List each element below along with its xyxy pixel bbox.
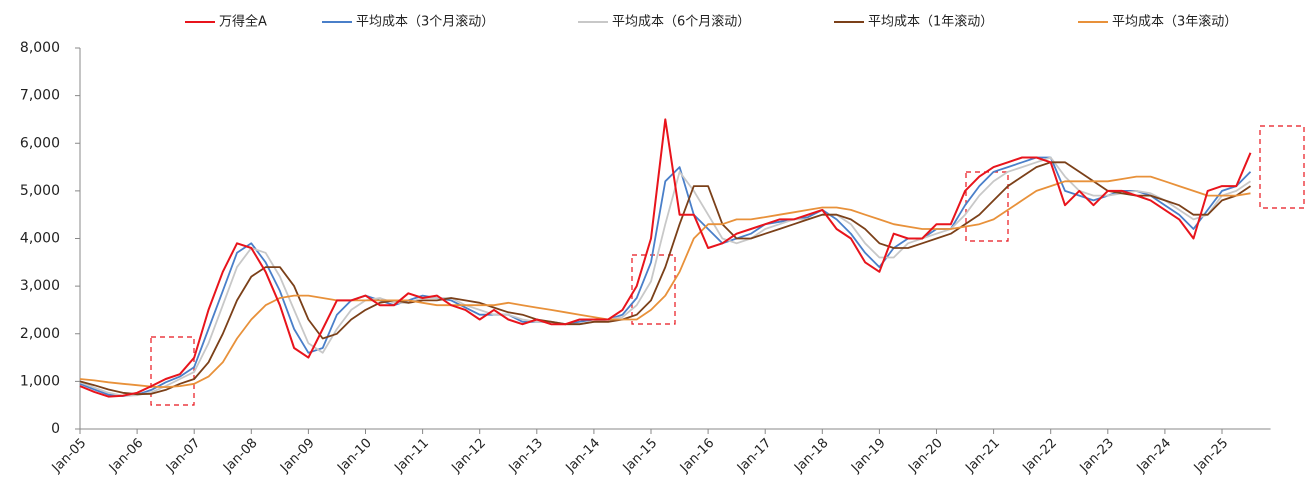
- x-tick-label: Jan-22: [1019, 436, 1060, 477]
- x-tick-label: Jan-07: [163, 436, 204, 477]
- x-tick-label: Jan-20: [905, 436, 946, 477]
- x-tick-label: Jan-23: [1077, 436, 1118, 477]
- legend-label: 平均成本（1年滚动）: [868, 14, 993, 30]
- y-tick-label: 7,000: [20, 88, 60, 104]
- series-line: [79, 161, 1252, 396]
- series-line: [79, 118, 1252, 398]
- y-tick-label: 6,000: [20, 135, 60, 151]
- x-tick-label: Jan-06: [106, 436, 147, 477]
- y-tick-label: 3,000: [20, 278, 60, 294]
- legend-label: 平均成本（3年滚动）: [1112, 14, 1237, 30]
- x-tick-label: Jan-16: [677, 436, 718, 477]
- y-tick-label: 2,000: [20, 326, 60, 342]
- highlight-box: [631, 254, 676, 325]
- x-tick-label: Jan-15: [620, 436, 661, 477]
- legend: 万得全A 平均成本（3个月滚动） 平均成本（6个月滚动） 平均成本（1年滚动） 平均成本…: [185, 14, 1237, 30]
- x-tick-label: Jan-11: [391, 436, 432, 477]
- x-tick-label: Jan-10: [334, 436, 375, 477]
- y-tick-label: 0: [51, 421, 60, 437]
- x-tick-label: Jan-18: [791, 436, 832, 477]
- y-tick-label: 5,000: [20, 183, 60, 199]
- y-tick-label: 8,000: [20, 40, 60, 56]
- series-line: [79, 156, 1252, 397]
- x-tick-label: Jan-19: [848, 436, 889, 477]
- legend-label: 平均成本（3个月滚动）: [356, 14, 494, 30]
- legend-label: 万得全A: [219, 14, 267, 30]
- series-line: [79, 175, 1251, 388]
- x-tick-label: Jan-13: [506, 436, 547, 477]
- y-tick-label: 1,000: [20, 373, 60, 389]
- x-tick-label: Jan-25: [1191, 436, 1232, 477]
- x-tick-label: Jan-05: [49, 436, 90, 477]
- x-tick-label: Jan-17: [734, 436, 775, 477]
- x-tick-label: Jan-12: [448, 436, 489, 477]
- series-line: [79, 156, 1252, 397]
- highlight-boxes: [150, 125, 1305, 406]
- legend-label: 平均成本（6个月滚动）: [612, 14, 750, 30]
- x-tick-label: Jan-21: [962, 436, 1003, 477]
- x-tick-label: Jan-14: [563, 436, 604, 477]
- x-tick-label: Jan-08: [220, 436, 261, 477]
- y-tick-label: 4,000: [20, 231, 60, 247]
- highlight-box: [1259, 125, 1305, 209]
- x-tick-label: Jan-24: [1134, 436, 1175, 477]
- x-tick-label: Jan-09: [277, 436, 318, 477]
